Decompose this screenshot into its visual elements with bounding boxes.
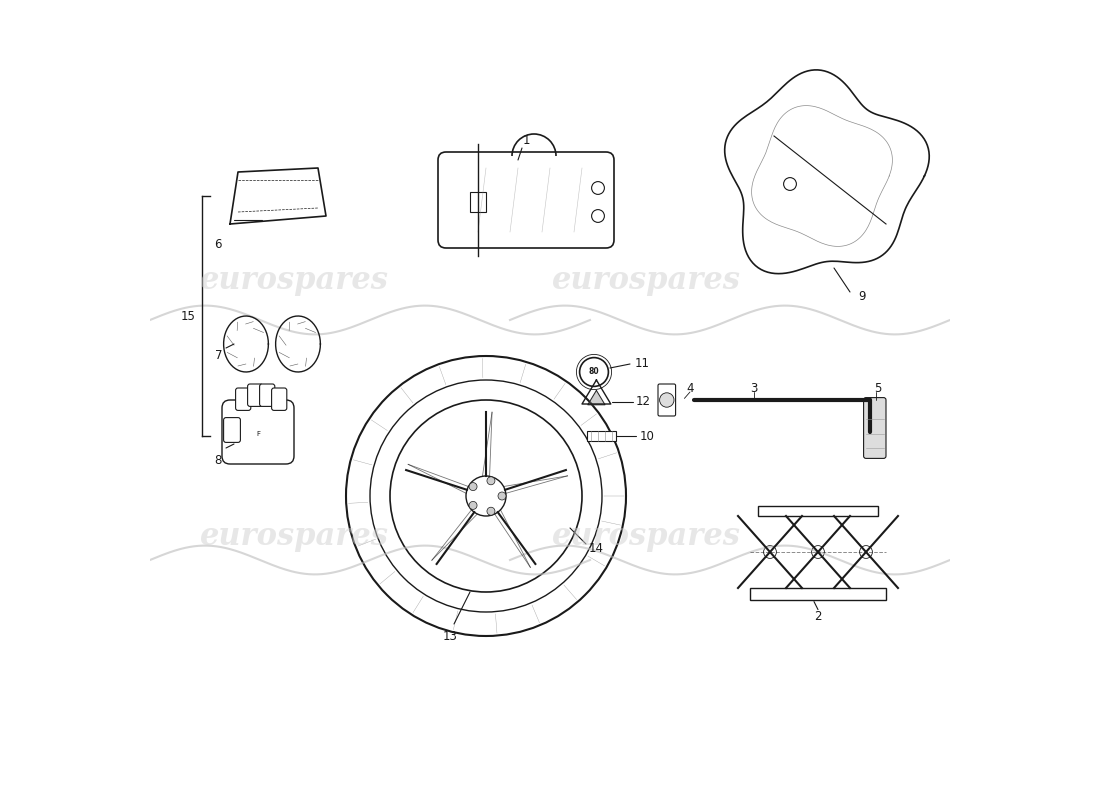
FancyBboxPatch shape [235, 388, 251, 410]
Circle shape [466, 476, 506, 516]
FancyBboxPatch shape [272, 388, 287, 410]
Circle shape [498, 492, 506, 500]
Text: 12: 12 [636, 395, 651, 408]
Circle shape [580, 358, 608, 386]
Circle shape [592, 182, 604, 194]
Circle shape [346, 356, 626, 636]
Text: 7: 7 [214, 350, 222, 362]
Circle shape [592, 210, 604, 222]
Circle shape [390, 400, 582, 592]
FancyBboxPatch shape [864, 398, 886, 458]
Text: eurospares: eurospares [199, 265, 388, 295]
Circle shape [783, 178, 796, 190]
Circle shape [469, 482, 477, 490]
FancyBboxPatch shape [223, 418, 241, 442]
Text: 14: 14 [588, 542, 604, 554]
FancyBboxPatch shape [222, 400, 294, 464]
FancyBboxPatch shape [658, 384, 675, 416]
Text: 2: 2 [814, 610, 822, 622]
Circle shape [812, 546, 824, 558]
FancyBboxPatch shape [248, 384, 263, 406]
Circle shape [469, 502, 477, 510]
Bar [758, 506, 878, 516]
Text: 80: 80 [588, 367, 600, 377]
Text: eurospares: eurospares [551, 265, 740, 295]
Circle shape [763, 546, 777, 558]
Text: 5: 5 [874, 382, 882, 394]
Text: 15: 15 [182, 310, 196, 322]
Text: F: F [256, 430, 260, 437]
Circle shape [660, 393, 674, 407]
Circle shape [859, 546, 872, 558]
Circle shape [487, 507, 495, 515]
Text: eurospares: eurospares [199, 521, 388, 551]
Text: 13: 13 [442, 630, 458, 642]
Text: 3: 3 [750, 382, 758, 394]
Circle shape [487, 477, 495, 485]
Text: 4: 4 [686, 382, 694, 394]
Bar [750, 588, 886, 600]
FancyBboxPatch shape [438, 152, 614, 248]
Text: 11: 11 [635, 358, 649, 370]
Text: 1: 1 [522, 134, 530, 146]
FancyBboxPatch shape [260, 384, 275, 406]
Bar [470, 192, 486, 212]
Text: 9: 9 [858, 290, 866, 302]
Text: 6: 6 [214, 238, 222, 250]
Polygon shape [587, 390, 605, 405]
Text: 8: 8 [214, 454, 222, 466]
Circle shape [370, 380, 602, 612]
Text: eurospares: eurospares [551, 521, 740, 551]
Bar [586, 431, 616, 441]
Text: 10: 10 [639, 430, 654, 442]
